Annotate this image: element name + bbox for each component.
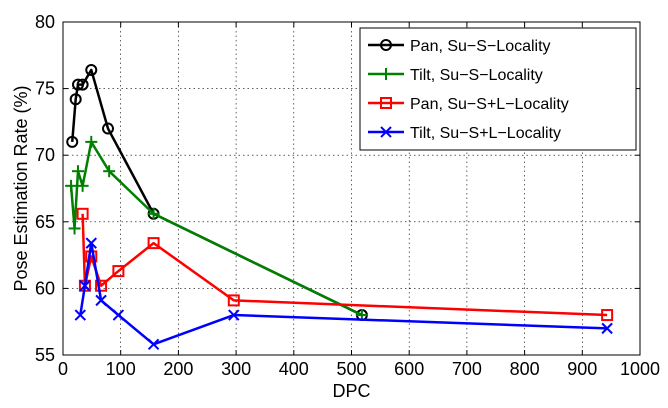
x-axis-label: DPC bbox=[332, 381, 370, 401]
data-point bbox=[74, 309, 87, 321]
data-point bbox=[227, 294, 240, 307]
legend-label: Tilt, Su−S+L−Locality bbox=[410, 125, 561, 142]
data-point bbox=[95, 279, 108, 292]
series-line bbox=[70, 68, 363, 317]
data-point bbox=[79, 280, 91, 292]
legend-label: Tilt, Su−S−Locality bbox=[410, 67, 543, 84]
data-point bbox=[228, 309, 240, 321]
data-point bbox=[72, 165, 85, 178]
data-point bbox=[72, 78, 85, 91]
x-tick-label: 1000 bbox=[620, 359, 660, 379]
legend-entry: Pan, Su−S+L−Locality bbox=[368, 96, 569, 113]
series-line bbox=[69, 140, 363, 317]
data-point bbox=[147, 207, 160, 220]
series-layer bbox=[65, 63, 614, 351]
data-point bbox=[380, 97, 392, 109]
legend-entry: Tilt, Su−S−Locality bbox=[368, 67, 543, 84]
y-tick-label: 70 bbox=[35, 145, 55, 165]
legend-entry: Tilt, Su−S+L−Locality bbox=[368, 125, 561, 142]
data-point bbox=[65, 179, 78, 192]
data-point bbox=[66, 135, 79, 148]
legend-box bbox=[359, 27, 637, 151]
y-tick-label: 65 bbox=[35, 212, 55, 232]
data-point bbox=[380, 39, 392, 51]
x-tick-label: 600 bbox=[394, 359, 424, 379]
x-tick-label: 400 bbox=[279, 359, 309, 379]
data-point bbox=[601, 309, 614, 322]
series-1 bbox=[65, 135, 368, 322]
data-point bbox=[85, 237, 97, 249]
data-point bbox=[103, 165, 116, 178]
data-point bbox=[380, 126, 392, 138]
series-3 bbox=[74, 237, 613, 351]
legend-label: Pan, Su−S+L−Locality bbox=[410, 96, 569, 113]
x-tick-label: 0 bbox=[58, 359, 68, 379]
x-tick-label: 100 bbox=[106, 359, 136, 379]
legend-entry: Pan, Su−S−Locality bbox=[368, 38, 551, 55]
legend-label: Pan, Su−S−Locality bbox=[410, 38, 551, 55]
y-axis-label: Pose Estimation Rate (%) bbox=[11, 85, 31, 291]
y-tick-label: 80 bbox=[35, 12, 55, 32]
axis-ticks: 0 100 200 300 400 500 600 700 800 900 1000 55 60 65 70… bbox=[35, 12, 660, 379]
x-tick-label: 900 bbox=[567, 359, 597, 379]
data-point bbox=[102, 122, 115, 135]
x-tick-label: 800 bbox=[510, 359, 540, 379]
series-line bbox=[79, 241, 608, 346]
data-point bbox=[69, 93, 82, 106]
x-tick-label: 500 bbox=[336, 359, 366, 379]
data-point bbox=[380, 68, 392, 80]
y-tick-label: 60 bbox=[35, 278, 55, 298]
data-point bbox=[85, 135, 98, 148]
x-tick-label: 300 bbox=[221, 359, 251, 379]
data-point bbox=[76, 78, 89, 91]
data-point bbox=[147, 338, 160, 351]
data-point bbox=[68, 222, 81, 235]
data-point bbox=[601, 322, 613, 335]
data-point bbox=[147, 237, 160, 250]
data-point bbox=[95, 294, 107, 307]
data-point bbox=[85, 63, 98, 76]
data-point bbox=[112, 309, 125, 321]
y-tick-label: 55 bbox=[35, 345, 55, 365]
data-point bbox=[112, 265, 125, 278]
data-point bbox=[76, 179, 89, 192]
x-tick-label: 200 bbox=[163, 359, 193, 379]
x-tick-label: 700 bbox=[452, 359, 482, 379]
y-tick-label: 75 bbox=[35, 79, 55, 99]
legend: Pan, Su−S−Locality Tilt, Su−S−Locality Pan… bbox=[359, 27, 637, 151]
data-point bbox=[76, 207, 89, 220]
